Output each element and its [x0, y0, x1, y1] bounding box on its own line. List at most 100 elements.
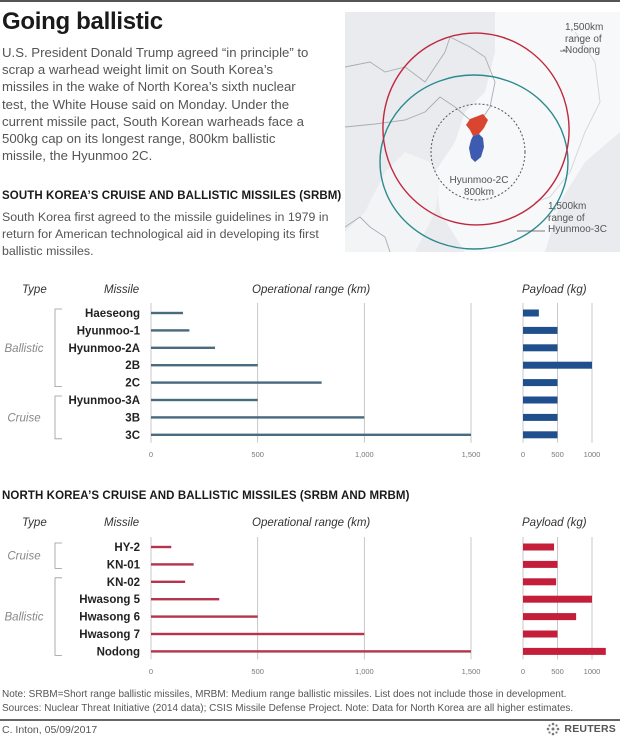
map-graphic — [344, 12, 620, 253]
north-payload-bar — [523, 647, 606, 655]
sea-area-west — [345, 152, 440, 252]
hyunmoo2c-range-label: Hyunmoo-2C 800km — [443, 175, 515, 198]
north-missile-label: Hwasong 7 — [79, 629, 140, 641]
north-range-tick-label: 1,000 — [355, 667, 374, 676]
south-payload-bar — [523, 379, 558, 387]
label-line: 800km — [463, 186, 494, 198]
label-line: Hyunmoo-2C — [449, 175, 509, 186]
south-payload-tick-label: 0 — [521, 450, 525, 459]
south-korea-shape — [469, 134, 484, 162]
north-payload-bar — [523, 543, 555, 551]
north-missile-label: KN-02 — [107, 577, 140, 589]
label-line: Nodong — [565, 45, 601, 56]
south-range-bar — [151, 416, 365, 419]
north-range-tick-label: 0 — [149, 667, 153, 676]
south-payload-bar — [523, 344, 558, 352]
label-line: 1,500km — [548, 201, 587, 212]
south-range-bar — [151, 311, 183, 315]
south-payload-tick-label: 1000 — [584, 450, 601, 459]
reuters-logo: REUTERS — [546, 722, 616, 736]
south-group-bracket — [54, 395, 62, 440]
north-payload-bar — [523, 613, 577, 621]
north-payload-tick-label: 500 — [551, 667, 564, 676]
border-line — [344, 96, 481, 128]
label-line: range of — [548, 212, 585, 224]
south-range-tick-label: 500 — [251, 450, 264, 459]
label-line: Hyunmoo-3C — [548, 224, 607, 235]
south-range-bar — [151, 398, 258, 402]
south-range-bar — [151, 433, 471, 436]
hyunmoo3c-range-ring — [379, 74, 569, 250]
north-header-type: Type — [22, 517, 47, 529]
sea-area — [435, 12, 620, 252]
north-korea-shape — [466, 114, 488, 136]
north-group-bracket — [54, 577, 62, 656]
south-section-description: South Korea first agreed to the missile … — [2, 210, 329, 258]
north-section-title: NORTH KOREA’S CRUISE AND BALLISTIC MISSI… — [2, 490, 410, 502]
south-section-title: SOUTH KOREA’S CRUISE AND BALLISTIC MISSI… — [2, 190, 342, 202]
border-line — [344, 36, 496, 123]
south-group-bracket — [54, 308, 62, 387]
north-header-missile: Missile — [104, 517, 139, 529]
south-range-bar — [151, 329, 190, 332]
south-payload-bar — [523, 431, 558, 439]
label-line: range of — [565, 33, 602, 45]
north-range-bar — [151, 563, 194, 566]
footnote-definitions: Note: SRBM=Short range ballistic missile… — [2, 689, 567, 700]
south-payload-bar — [523, 396, 558, 404]
hyunmoo2c-range-ring — [430, 103, 526, 201]
north-missile-label: KN-01 — [107, 559, 141, 571]
north-payload-bar — [523, 578, 557, 586]
south-range-bar — [151, 364, 258, 367]
south-missile-label: 3B — [125, 412, 140, 424]
south-missile-label: Hyunmoo-1 — [77, 325, 141, 337]
north-payload-bar — [523, 560, 558, 568]
label-line: 1,500km — [565, 22, 604, 33]
reuters-logo-icon — [547, 722, 560, 736]
japan-coast — [534, 31, 601, 203]
footer-rule — [0, 719, 620, 721]
south-payload-bar — [523, 326, 558, 334]
south-range-bar — [151, 381, 322, 384]
north-range-bar — [151, 632, 365, 636]
south-missile-label: 3C — [125, 430, 140, 442]
south-payload-tick-label: 500 — [551, 450, 564, 459]
nodong-range-ring — [382, 32, 570, 226]
north-group-label: Ballistic — [5, 612, 44, 624]
north-range-bar — [151, 650, 471, 653]
footnote-sources: Sources: Nuclear Threat Initiative (2014… — [2, 703, 574, 714]
south-header-range: Operational range (km) — [252, 284, 370, 296]
north-header-range: Operational range (km) — [252, 517, 370, 529]
top-rule — [0, 0, 620, 2]
north-missile-label: Hwasong 5 — [79, 594, 140, 606]
reuters-logo-text: REUTERS — [564, 723, 616, 735]
north-missile-label: Hwasong 6 — [79, 612, 140, 624]
range-map: 1,500km range of Nodong 1,500km range of… — [344, 12, 620, 253]
south-header-payload: Payload (kg) — [522, 284, 587, 296]
nodong-range-label: 1,500km range of Nodong — [565, 22, 603, 57]
byline: C. Inton, 05/09/2017 — [2, 724, 98, 736]
south-missile-label: 2C — [125, 378, 140, 390]
north-header-payload: Payload (kg) — [522, 517, 587, 529]
north-range-tick-label: 1,500 — [462, 667, 481, 676]
south-payload-bar — [523, 413, 558, 421]
border-line — [344, 216, 391, 253]
north-payload-bar — [523, 595, 592, 603]
north-range-bar — [151, 580, 186, 583]
page-title: Going ballistic — [2, 8, 163, 35]
north-payload-bar — [523, 630, 558, 638]
south-payload-bar — [523, 361, 592, 369]
north-range-bar — [151, 598, 220, 601]
south-range-tick-label: 1,500 — [462, 450, 481, 459]
north-payload-tick-label: 0 — [521, 667, 525, 676]
intro-text: U.S. President Donald Trump agreed “in p… — [2, 45, 309, 164]
footnote: Note: SRBM=Short range ballistic missile… — [2, 688, 573, 716]
north-payload-tick-label: 1000 — [584, 667, 601, 676]
south-header-missile: Missile — [104, 284, 139, 296]
south-group-label: Cruise — [7, 412, 40, 424]
south-range-tick-label: 1,000 — [355, 450, 374, 459]
north-group-bracket — [54, 542, 62, 569]
south-range-tick-label: 0 — [149, 450, 153, 459]
south-payload-bar — [523, 309, 539, 317]
